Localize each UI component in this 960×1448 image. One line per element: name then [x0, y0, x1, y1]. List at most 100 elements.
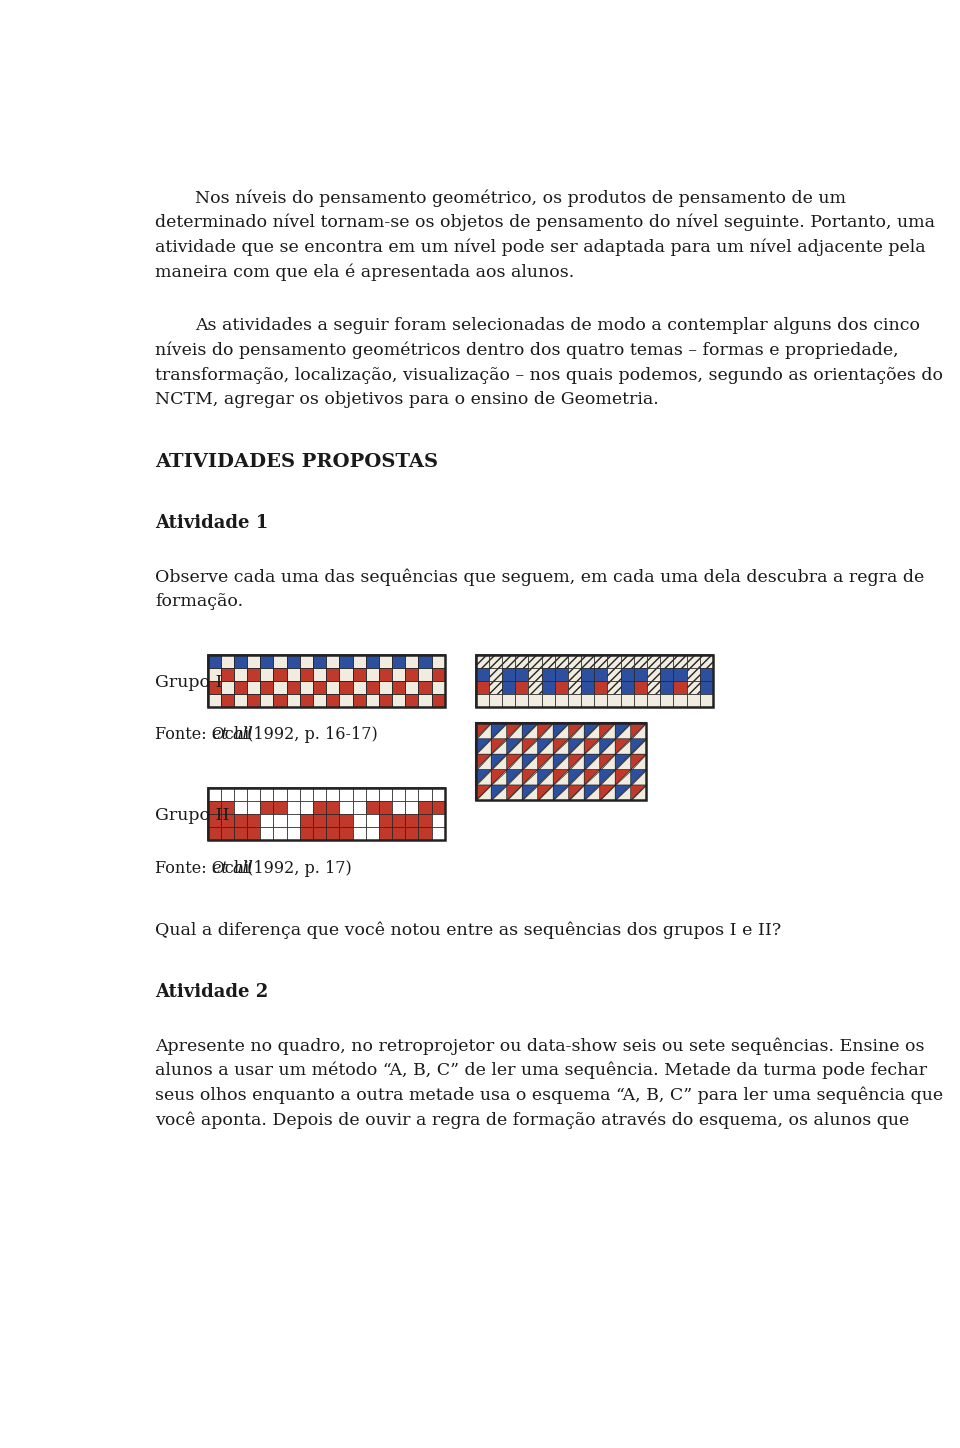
- Bar: [594, 668, 608, 681]
- Polygon shape: [600, 769, 615, 785]
- Bar: [568, 654, 581, 668]
- Bar: [247, 814, 260, 827]
- Polygon shape: [568, 724, 585, 738]
- Bar: [555, 694, 568, 707]
- Polygon shape: [507, 769, 522, 785]
- Bar: [673, 668, 686, 681]
- Polygon shape: [631, 785, 646, 801]
- Polygon shape: [585, 738, 600, 754]
- Polygon shape: [553, 754, 568, 769]
- Bar: [207, 788, 221, 801]
- Bar: [686, 681, 700, 694]
- Bar: [234, 814, 247, 827]
- Bar: [432, 681, 444, 694]
- Bar: [287, 814, 300, 827]
- Polygon shape: [615, 754, 631, 769]
- Bar: [221, 681, 234, 694]
- Text: atividade que se encontra em um nível pode ser adaptada para um nível adjacente : atividade que se encontra em um nível po…: [155, 239, 925, 256]
- Bar: [419, 814, 432, 827]
- Text: Fonte: Ochi: Fonte: Ochi: [155, 860, 254, 876]
- Bar: [660, 694, 673, 707]
- Polygon shape: [568, 769, 585, 785]
- Bar: [392, 827, 405, 840]
- Bar: [260, 681, 274, 694]
- Bar: [432, 827, 444, 840]
- Bar: [247, 827, 260, 840]
- Polygon shape: [568, 785, 585, 801]
- Text: Observe cada uma das sequências que seguem, em cada uma dela descubra a regra de: Observe cada uma das sequências que segu…: [155, 569, 924, 586]
- Bar: [300, 668, 313, 681]
- Bar: [260, 668, 274, 681]
- Bar: [502, 694, 516, 707]
- Bar: [287, 801, 300, 814]
- Bar: [313, 814, 326, 827]
- Bar: [621, 654, 634, 668]
- Polygon shape: [600, 785, 615, 801]
- Polygon shape: [492, 738, 507, 754]
- Polygon shape: [553, 738, 568, 754]
- Bar: [366, 788, 379, 801]
- Text: ATIVIDADES PROPOSTAS: ATIVIDADES PROPOSTAS: [155, 453, 438, 471]
- Polygon shape: [507, 785, 522, 801]
- Polygon shape: [600, 738, 615, 754]
- Polygon shape: [631, 738, 646, 754]
- Bar: [419, 801, 432, 814]
- Polygon shape: [507, 754, 522, 769]
- Bar: [260, 654, 274, 668]
- Bar: [432, 694, 444, 707]
- Polygon shape: [507, 769, 522, 785]
- Bar: [594, 694, 608, 707]
- Bar: [700, 654, 713, 668]
- Polygon shape: [568, 738, 585, 754]
- Bar: [405, 681, 419, 694]
- Bar: [405, 654, 419, 668]
- Bar: [568, 681, 581, 694]
- Polygon shape: [476, 769, 492, 785]
- Bar: [207, 654, 444, 707]
- Bar: [419, 681, 432, 694]
- Bar: [581, 668, 594, 681]
- Polygon shape: [600, 724, 615, 738]
- Bar: [247, 788, 260, 801]
- Bar: [476, 694, 489, 707]
- Polygon shape: [476, 738, 492, 754]
- Text: determinado nível tornam-se os objetos de pensamento do nível seguinte. Portanto: determinado nível tornam-se os objetos d…: [155, 214, 935, 232]
- Bar: [405, 694, 419, 707]
- Bar: [221, 668, 234, 681]
- Polygon shape: [600, 785, 615, 801]
- Polygon shape: [476, 754, 492, 769]
- Polygon shape: [492, 724, 507, 738]
- Bar: [581, 654, 594, 668]
- Bar: [300, 814, 313, 827]
- Bar: [660, 654, 673, 668]
- Bar: [274, 654, 287, 668]
- Bar: [207, 788, 444, 840]
- Bar: [274, 668, 287, 681]
- Bar: [621, 668, 634, 681]
- Bar: [366, 668, 379, 681]
- Bar: [300, 681, 313, 694]
- Bar: [287, 654, 300, 668]
- Bar: [700, 694, 713, 707]
- Bar: [300, 788, 313, 801]
- Bar: [476, 654, 489, 668]
- Polygon shape: [476, 724, 492, 738]
- Bar: [352, 788, 366, 801]
- Polygon shape: [631, 769, 646, 785]
- Polygon shape: [615, 785, 631, 801]
- Polygon shape: [600, 754, 615, 769]
- Polygon shape: [631, 769, 646, 785]
- Bar: [207, 814, 221, 827]
- Bar: [379, 654, 392, 668]
- Polygon shape: [568, 769, 585, 785]
- Bar: [207, 668, 221, 681]
- Polygon shape: [476, 785, 492, 801]
- Bar: [621, 681, 634, 694]
- Bar: [647, 681, 660, 694]
- Bar: [260, 694, 274, 707]
- Bar: [432, 654, 444, 668]
- Bar: [555, 654, 568, 668]
- Polygon shape: [538, 785, 553, 801]
- Bar: [326, 827, 339, 840]
- Text: Qual a diferença que você notou entre as sequências dos grupos I e II?: Qual a diferença que você notou entre as…: [155, 921, 781, 938]
